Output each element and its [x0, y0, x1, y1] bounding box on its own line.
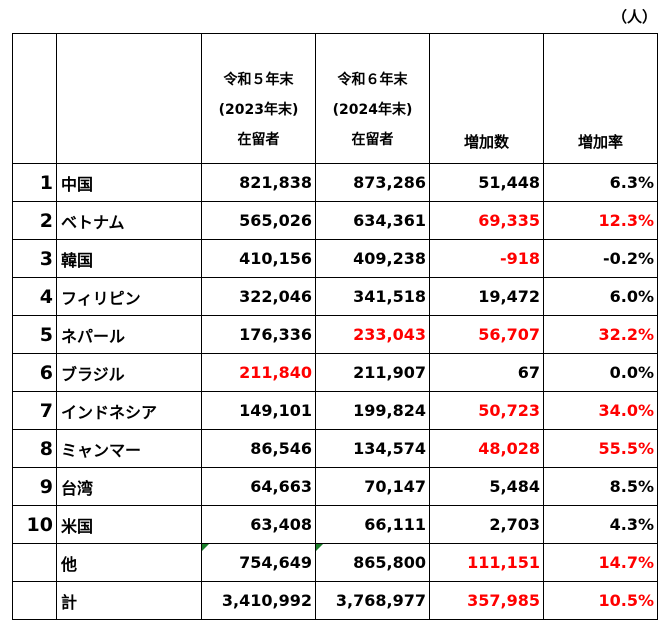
table-row: 7 インドネシア 149,101 199,824 50,723 34.0% [12, 391, 658, 430]
increase-cell: 111,151 [429, 543, 544, 582]
table-row: 5 ネパール 176,336 233,043 56,707 32.2% [12, 315, 658, 354]
header-rank [12, 33, 57, 164]
country-name-cell: 他 [56, 543, 202, 582]
header-2023-line2: (2023年末) [218, 102, 299, 118]
rank-cell: 9 [12, 467, 57, 506]
residents-2024-cell: 134,574 [315, 429, 430, 468]
increase-rate-cell: 4.3% [543, 505, 658, 544]
residents-2023-cell: 211,840 [201, 353, 316, 392]
rank-cell: 1 [12, 163, 57, 202]
country-name-cell: ブラジル [56, 353, 202, 392]
increase-cell: 51,448 [429, 163, 544, 202]
country-name-cell: フィリピン [56, 277, 202, 316]
header-2024-line3: 在留者 [351, 132, 394, 148]
residents-2023-cell: 821,838 [201, 163, 316, 202]
country-name-cell: 計 [56, 581, 202, 620]
increase-cell: -918 [429, 239, 544, 278]
increase-rate-cell: 32.2% [543, 315, 658, 354]
header-name [56, 33, 202, 164]
country-name-cell: ベトナム [56, 201, 202, 240]
increase-rate-cell: 10.5% [543, 581, 658, 620]
residents-2024-cell: 199,824 [315, 391, 430, 430]
table-row: 8 ミャンマー 86,546 134,574 48,028 55.5% [12, 429, 658, 468]
residents-2023-cell: 3,410,992 [201, 581, 316, 620]
increase-cell: 69,335 [429, 201, 544, 240]
increase-rate-cell: 14.7% [543, 543, 658, 582]
unit-label: （人） [612, 8, 658, 26]
residents-2024-cell: 865,800 [315, 543, 430, 582]
residents-2023-cell: 86,546 [201, 429, 316, 468]
rank-cell: 3 [12, 239, 57, 278]
table-row: 他 754,649 865,800 111,151 14.7% [12, 543, 658, 582]
header-2024-line1: 令和６年末 [337, 72, 408, 88]
increase-rate-cell: 0.0% [543, 353, 658, 392]
residents-2023-cell: 149,101 [201, 391, 316, 430]
table-row: 9 台湾 64,663 70,147 5,484 8.5% [12, 467, 658, 506]
country-name-cell: 台湾 [56, 467, 202, 506]
residents-2024-cell: 873,286 [315, 163, 430, 202]
country-name-cell: インドネシア [56, 391, 202, 430]
foreign-residents-table: 令和５年末 (2023年末) 在留者 令和６年末 (2024年末) 在留者 増加… [12, 33, 658, 620]
residents-2023-cell: 322,046 [201, 277, 316, 316]
increase-rate-cell: 8.5% [543, 467, 658, 506]
residents-2024-cell: 3,768,977 [315, 581, 430, 620]
table-row: 3 韓国 410,156 409,238 -918 -0.2% [12, 239, 658, 278]
increase-cell: 67 [429, 353, 544, 392]
rank-cell: 4 [12, 277, 57, 316]
increase-cell: 5,484 [429, 467, 544, 506]
table-row: 計 3,410,992 3,768,977 357,985 10.5% [12, 581, 658, 620]
increase-cell: 357,985 [429, 581, 544, 620]
increase-cell: 2,703 [429, 505, 544, 544]
residents-2024-cell: 634,361 [315, 201, 430, 240]
increase-cell: 50,723 [429, 391, 544, 430]
residents-2023-cell: 565,026 [201, 201, 316, 240]
residents-2024-cell: 66,111 [315, 505, 430, 544]
header-2023: 令和５年末 (2023年末) 在留者 [201, 33, 316, 164]
country-name-cell: 中国 [56, 163, 202, 202]
increase-cell: 19,472 [429, 277, 544, 316]
rank-cell: 10 [12, 505, 57, 544]
residents-2024-cell: 409,238 [315, 239, 430, 278]
residents-2023-cell: 64,663 [201, 467, 316, 506]
rank-cell: 7 [12, 391, 57, 430]
header-rate: 増加率 [543, 33, 658, 164]
increase-rate-cell: 55.5% [543, 429, 658, 468]
country-name-cell: 米国 [56, 505, 202, 544]
increase-rate-cell: -0.2% [543, 239, 658, 278]
country-name-cell: ネパール [56, 315, 202, 354]
header-2023-line1: 令和５年末 [223, 72, 294, 88]
increase-rate-cell: 12.3% [543, 201, 658, 240]
residents-2024-cell: 233,043 [315, 315, 430, 354]
rank-cell [12, 543, 57, 582]
residents-2024-cell: 341,518 [315, 277, 430, 316]
rank-cell: 5 [12, 315, 57, 354]
header-2023-line3: 在留者 [237, 132, 280, 148]
table-row: 6 ブラジル 211,840 211,907 67 0.0% [12, 353, 658, 392]
rank-cell [12, 581, 57, 620]
increase-rate-cell: 6.0% [543, 277, 658, 316]
table-row: 10 米国 63,408 66,111 2,703 4.3% [12, 505, 658, 544]
table-row: 1 中国 821,838 873,286 51,448 6.3% [12, 163, 658, 202]
header-2024: 令和６年末 (2024年末) 在留者 [315, 33, 430, 164]
country-name-cell: ミャンマー [56, 429, 202, 468]
rank-cell: 8 [12, 429, 57, 468]
increase-rate-cell: 6.3% [543, 163, 658, 202]
residents-2023-cell: 176,336 [201, 315, 316, 354]
table-row: 2 ベトナム 565,026 634,361 69,335 12.3% [12, 201, 658, 240]
country-name-cell: 韓国 [56, 239, 202, 278]
table-row: 4 フィリピン 322,046 341,518 19,472 6.0% [12, 277, 658, 316]
increase-rate-cell: 34.0% [543, 391, 658, 430]
increase-cell: 56,707 [429, 315, 544, 354]
residents-2023-cell: 410,156 [201, 239, 316, 278]
increase-cell: 48,028 [429, 429, 544, 468]
rank-cell: 2 [12, 201, 57, 240]
residents-2023-cell: 63,408 [201, 505, 316, 544]
header-increase: 増加数 [429, 33, 544, 164]
rank-cell: 6 [12, 353, 57, 392]
header-2024-line2: (2024年末) [332, 102, 413, 118]
residents-2024-cell: 211,907 [315, 353, 430, 392]
residents-2023-cell: 754,649 [201, 543, 316, 582]
residents-2024-cell: 70,147 [315, 467, 430, 506]
header-row: 令和５年末 (2023年末) 在留者 令和６年末 (2024年末) 在留者 増加… [12, 33, 658, 164]
